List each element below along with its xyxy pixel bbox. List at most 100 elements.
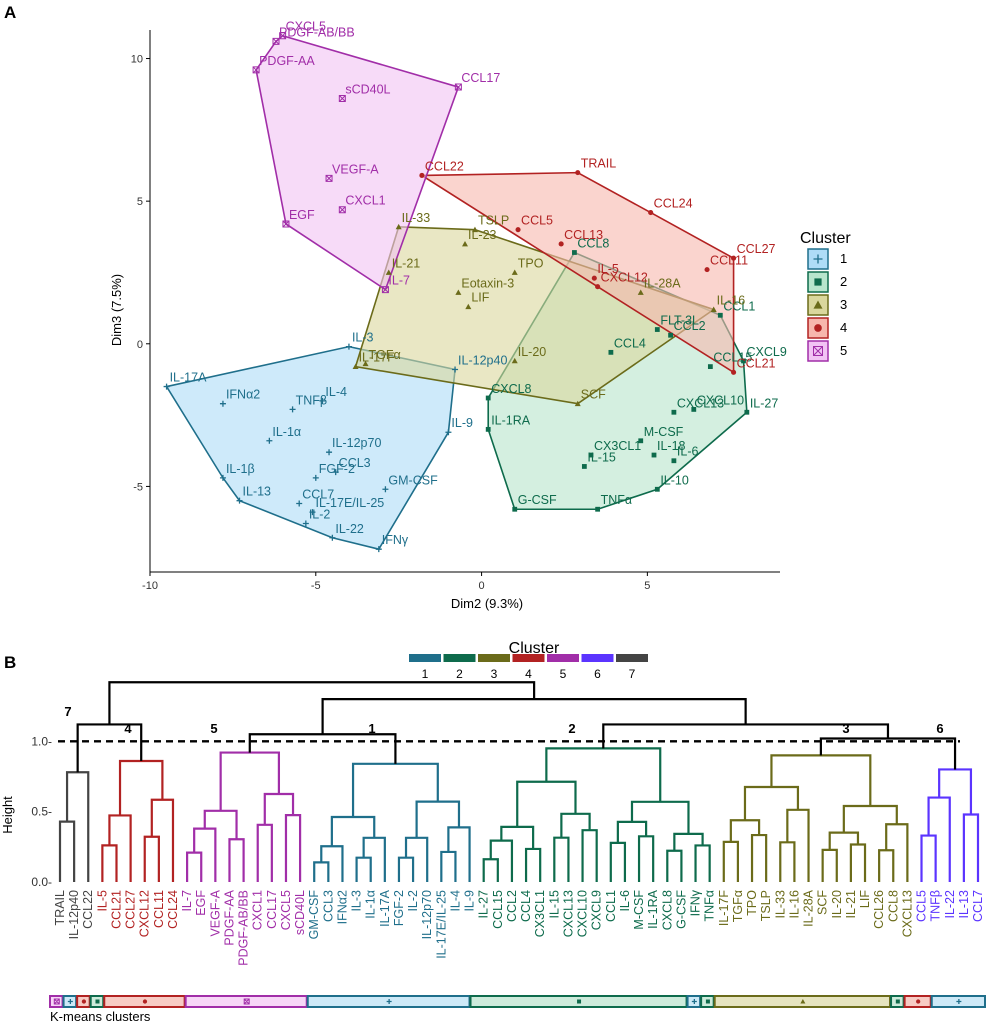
point-marker [651,452,657,458]
cluster-6-branch [938,768,973,815]
cluster-3-branch [729,819,761,842]
point-label: IL-13 [243,485,272,499]
leaf-label: IL-3 [350,890,364,912]
leaf-label: CCL8 [886,890,900,922]
leaf-label: CCL26 [872,890,886,929]
point-label: PDGF-AB/BB [279,25,355,39]
cluster-3-branch [885,823,909,882]
legend-marker-3 [813,300,823,309]
point-label: CCL3 [339,456,371,470]
legend-swatch-label: 5 [560,667,567,681]
leaf-label: IL-4 [448,890,462,912]
point-label: CCL13 [564,228,603,242]
upper-branch [108,681,536,725]
point-marker [445,429,452,436]
legend-swatch-5 [547,654,579,662]
x-tick-label: 0 [479,580,485,592]
point-marker [375,546,382,553]
legend-swatch-1 [409,654,441,662]
point-marker [731,369,737,375]
height-axis-label: Height [0,796,15,834]
leaf-label: CCL11 [152,890,166,928]
legend-label: 3 [840,297,847,312]
point-marker [302,520,309,527]
leaf-label: CXCL5 [279,890,293,930]
x-axis-label: Dim2 (9.3%) [451,596,523,611]
point-label: TGFα [369,348,401,362]
point-marker [471,226,478,233]
cluster-number: 4 [124,721,132,736]
cluster-number: 3 [842,721,849,736]
leaf-label: CCL27 [124,890,138,929]
cluster-5-branch [256,823,273,882]
point-marker [289,406,296,413]
cluster-number: 1 [368,721,375,736]
point-label: IL-28A [644,276,681,290]
leaf-label: IL-22 [943,890,957,919]
leaf-label: IL-17E/IL-25 [434,890,448,959]
point-marker [329,534,336,541]
point-label: IL-17F [359,351,395,365]
cluster-number: 5 [210,721,217,736]
cluster-7-branch [65,771,90,882]
leaf-label: IL-5 [95,890,109,912]
point-label: CCL21 [737,356,776,370]
cluster-2-branch [637,835,655,882]
point-label: SCF [581,388,606,402]
cluster-3-branch [743,785,800,821]
leaf-label: CCL15 [491,890,505,929]
leaf-label: M-CSF [632,890,646,930]
point-label: IL-12p70 [332,436,381,450]
y-tick-label: 10 [131,54,143,66]
upper-branch [321,698,747,735]
point-marker [462,240,468,247]
cluster-2-branch [516,780,577,827]
leaf-label: IL-12p40 [67,890,81,939]
cluster-2-branch [482,858,499,882]
leaf-label: CCL3 [321,890,335,922]
leaf-label: sCD40L [293,890,307,935]
point-label: CCL11 [710,254,748,268]
point-marker [395,223,402,230]
kmeans-marker [95,999,100,1004]
point-marker [319,397,326,404]
point-marker [574,400,581,407]
cluster-legend: 1 2 3 4 5 [807,248,847,362]
legend-marker-4 [814,324,822,332]
panel-b-label: B [4,653,16,672]
leaf-label: TNFα [703,890,717,922]
kmeans-marker [956,999,962,1004]
cluster-1-branch [447,826,471,882]
panel-a-label: A [4,3,16,22]
cluster-3-branch [779,841,796,882]
height-tick-label: 0.0- [31,875,52,889]
cluster-1-branch [313,861,330,882]
leaf-label: TRAIL [53,890,67,925]
leaf-label: VEGF-A [208,889,222,936]
cluster-3-branch [828,831,860,850]
upper-branch [602,723,890,749]
leaf-label: IL-9 [463,890,477,912]
point-label: CCL1 [723,299,755,313]
kmeans-label: K-means clusters [50,1009,151,1024]
y-axis-label: Dim3 (7.5%) [109,274,124,346]
legend-swatch-2 [443,654,476,662]
cluster-2-branch [489,839,514,882]
cluster-1-branch [397,856,415,882]
y-tick-label: 0 [137,339,143,351]
leaf-label: IL-27 [477,890,491,919]
point-label: sCD40L [345,82,390,96]
point-label: LIF [471,291,489,305]
leaf-label: IL-7 [180,890,194,912]
leaf-label: IL-28A [802,889,816,926]
point-marker [654,486,660,492]
leaf-label: IL-13 [957,890,971,919]
point-label: Eotaxin-3 [461,276,514,290]
cluster-number: 6 [936,721,943,736]
point-label: TNFα [601,493,633,507]
kmeans-marker [53,998,60,1005]
cluster-2-branch [630,800,690,834]
point-marker [511,269,518,275]
leaf-label: CCL22 [81,890,95,929]
